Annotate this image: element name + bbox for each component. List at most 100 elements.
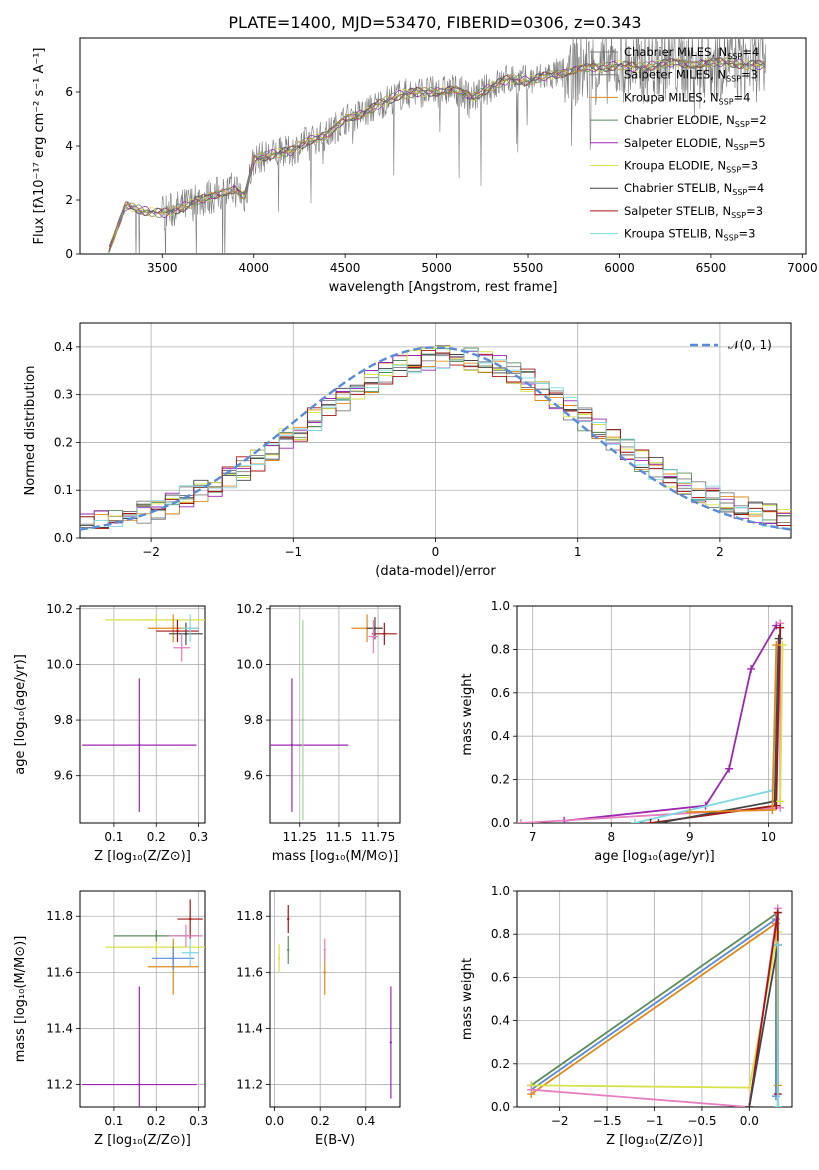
figure-title: PLATE=1400, MJD=53470, FIBERID=0306, z=0… [228, 13, 641, 32]
y-tick-label: 1.0 [491, 884, 510, 898]
axes-frame [79, 605, 206, 824]
data-point [287, 917, 290, 921]
series-marker [725, 764, 734, 773]
series-marker [685, 808, 694, 817]
x-tick-label: 8 [607, 830, 615, 844]
series-marker [745, 1103, 754, 1107]
data-point [301, 718, 305, 722]
x-tick-label: −2 [551, 1114, 569, 1128]
y-tick-label: 11.8 [236, 909, 263, 923]
x-tick-label: 11.25 [283, 830, 317, 844]
y-tick-label: 0 [65, 247, 73, 261]
normal-curve-line [80, 346, 791, 531]
x-axis-label: Z [log₁₀(Z/Z⊙)] [606, 1133, 703, 1148]
data-point [155, 618, 158, 622]
y-tick-label: 11.6 [236, 965, 263, 979]
histogram-step-line [80, 350, 791, 529]
plot-area [80, 344, 791, 531]
data-point [172, 957, 175, 960]
model-spectrum-line [108, 58, 765, 248]
x-tick-label: 0 [432, 545, 440, 559]
y-tick-label: 0.1 [54, 483, 73, 497]
data-point [277, 957, 281, 960]
histogram-step-line [80, 354, 791, 529]
x-axis-label: E(B-V) [315, 1133, 355, 1148]
x-tick-label: 0.3 [189, 830, 208, 844]
x-tick-label: 10 [761, 830, 776, 844]
x-tick-label: 6000 [604, 261, 635, 275]
x-axis-label: age [log₁₀(age/yr)] [594, 849, 715, 864]
series-marker [774, 634, 783, 643]
y-tick-label: 9.6 [244, 769, 263, 783]
y-axis-label: Normed distribution [23, 366, 38, 496]
series-line [779, 645, 784, 802]
axes-frame [79, 890, 206, 1108]
series-marker [527, 1085, 536, 1094]
legend-entry: Kroupa MILES, NSSP=4 [624, 90, 750, 106]
y-tick-label: 0.4 [54, 340, 73, 354]
y-tick-label: 1.0 [491, 599, 510, 613]
data-point [290, 743, 294, 747]
y-tick-label: 9.8 [244, 713, 263, 727]
axes-frame [269, 890, 401, 1108]
series-line [748, 944, 779, 1107]
series-marker [772, 801, 781, 810]
data-point [138, 743, 141, 747]
panel-age_vs_mass: 11.25 11.5 11.75 9.6 9.8 10.0 10.2 mass [log₁₀(… [236, 602, 401, 864]
y-tick-label: 0.4 [491, 729, 510, 743]
x-tick-label: 0.0 [265, 1114, 284, 1128]
axes-frame [269, 605, 401, 824]
x-tick-label: 11.75 [361, 830, 395, 844]
y-tick-label: 11.4 [46, 1021, 73, 1035]
y-axis-label: Flux [fλ10⁻¹⁷ erg cm⁻² s⁻¹ A⁻¹] [32, 48, 47, 245]
model-spectrum-line [108, 57, 765, 253]
x-axis-label: mass [log₁₀(M/M⊙)] [272, 849, 399, 864]
y-tick-label: 11.2 [46, 1078, 73, 1092]
legend-entry: 𝒩(0, 1) [728, 338, 772, 352]
data-point [188, 627, 192, 630]
plot-area [517, 619, 787, 823]
x-tick-label: 0.4 [356, 1114, 375, 1128]
y-tick-label: 11.8 [46, 909, 73, 923]
series-marker [776, 797, 785, 806]
x-tick-label: 0.1 [104, 1114, 123, 1128]
axes-frame [79, 322, 792, 539]
plot-area [527, 904, 782, 1107]
y-tick-label: 0.2 [54, 435, 73, 449]
x-tick-label: 2 [716, 545, 724, 559]
panel-spectrum: 3500 4000 4500 5000 5500 6000 6500 7000 0 2 4 6 wave… [32, 37, 818, 295]
y-tick-label: 11.2 [236, 1078, 263, 1092]
axes-frame [79, 37, 807, 255]
data-point [373, 627, 377, 630]
y-tick-label: 0.0 [491, 816, 510, 830]
y-tick-label: 10.2 [46, 602, 73, 616]
plot-area [107, 38, 767, 254]
series-marker [773, 1103, 782, 1107]
axes-frame [516, 605, 793, 824]
panel-age_vs_Z: 0.1 0.2 0.3 9.6 9.8 10.0 10.2 Z [log₁₀(Z/Z⊙)] ag… [13, 602, 208, 864]
data-point [184, 632, 188, 636]
data-point [172, 627, 175, 630]
data-point [176, 629, 179, 633]
series-line [564, 625, 778, 822]
legend-entry: Salpeter STELIB, NSSP=3 [624, 204, 763, 220]
observed-spectrum-line [107, 38, 767, 254]
y-axis-label: mass weight [460, 673, 475, 755]
data-point [383, 632, 386, 636]
histogram-step-line [80, 350, 791, 529]
x-axis-label: Z [log₁₀(Z/Z⊙)] [94, 1133, 191, 1148]
legend-entry: Kroupa ELODIE, NSSP=3 [624, 159, 758, 175]
model-spectrum-line [108, 57, 765, 251]
x-tick-label: 6500 [696, 261, 727, 275]
y-tick-label: 10.0 [236, 657, 263, 671]
y-tick-label: 0.0 [491, 1100, 510, 1114]
x-tick-label: 11.5 [326, 830, 353, 844]
series-line [689, 645, 778, 813]
y-tick-label: 0.6 [491, 970, 510, 984]
data-point [155, 934, 158, 938]
data-point [323, 971, 326, 974]
series-marker [517, 819, 525, 823]
x-tick-label: 0.0 [740, 1114, 759, 1128]
data-point [372, 635, 375, 638]
legend-entry: Kroupa STELIB, NSSP=3 [624, 227, 755, 243]
